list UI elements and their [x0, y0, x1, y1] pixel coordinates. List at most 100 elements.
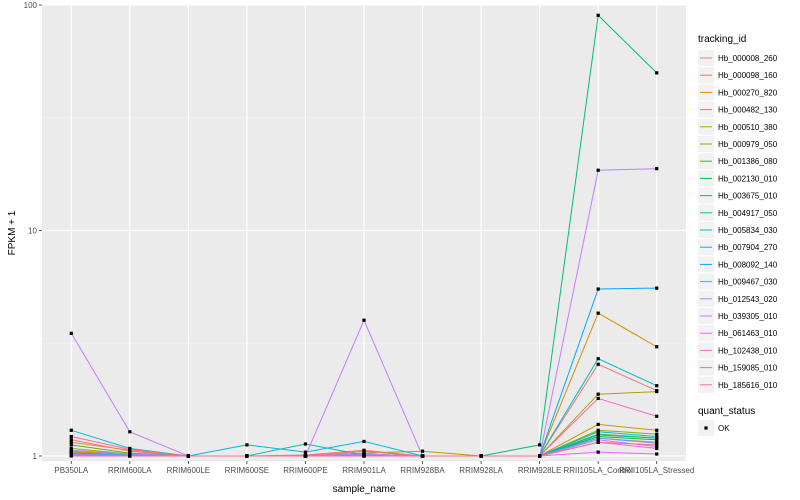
- legend-label: Hb_003675_010: [718, 192, 778, 201]
- legend-label: Hb_000098_160: [718, 71, 778, 80]
- data-point: [596, 433, 600, 437]
- data-point: [420, 454, 425, 458]
- data-point: [655, 445, 659, 449]
- data-point: [655, 438, 659, 442]
- x-axis: PB350LA RRIM600LA RRIM600LE RRIM600SE RRIM60…: [54, 461, 694, 475]
- data-point: [69, 454, 73, 458]
- data-point: [596, 438, 600, 442]
- x-tick-label: RRIM600SE: [225, 466, 269, 475]
- data-point: [596, 430, 600, 434]
- legend-label: Hb_000979_050: [718, 140, 778, 149]
- x-tick-label: RRIM600LA: [108, 466, 152, 475]
- data-point: [128, 447, 132, 451]
- legend-label: Hb_001386_080: [718, 157, 778, 166]
- y-tick-label: 100: [24, 1, 38, 10]
- legend-items: Hb_000008_260 Hb_000098_160 Hb_000270_820 H…: [698, 50, 778, 393]
- data-point: [186, 454, 190, 458]
- data-point: [245, 443, 249, 447]
- legend-label: Hb_005834_030: [718, 226, 778, 235]
- data-point: [303, 442, 308, 446]
- x-tick-label: RRIM600LE: [167, 466, 211, 475]
- data-point: [655, 384, 659, 388]
- x-tick-label: PB350LA: [54, 466, 88, 475]
- data-point: [128, 452, 132, 456]
- y-axis-title: FPKM + 1: [7, 210, 18, 255]
- data-point: [596, 168, 600, 172]
- x-tick-label: RRIM928LA: [459, 466, 503, 475]
- data-point: [655, 167, 659, 171]
- shape-legend-title: quant_status: [698, 406, 755, 417]
- data-point: [596, 392, 600, 396]
- x-axis-title: sample_name: [333, 484, 396, 495]
- data-point: [362, 439, 366, 444]
- x-tick-label: RRII105LA_Control: [563, 466, 633, 475]
- x-tick-label: RRIM928LE: [518, 466, 562, 475]
- legend: tracking_id Hb_000008_260Hb_000098_160Hb…: [698, 34, 778, 436]
- data-point: [655, 428, 659, 432]
- shape-legend-items: OK: [698, 420, 730, 436]
- data-point: [596, 422, 600, 427]
- y-axis: 1 10 100: [24, 1, 42, 461]
- data-point: [303, 450, 308, 454]
- data-point: [245, 454, 249, 458]
- data-point: [596, 362, 600, 366]
- data-point: [69, 434, 73, 439]
- data-point: [538, 443, 542, 447]
- data-point: [655, 345, 659, 349]
- data-point: [69, 443, 73, 447]
- series-points: [69, 13, 659, 458]
- data-point: [538, 454, 542, 458]
- data-point: [596, 450, 600, 454]
- x-tick-label: RRIM928BA: [400, 466, 445, 475]
- legend-label: Hb_039305_010: [718, 312, 778, 321]
- legend-label: Hb_000008_260: [718, 54, 778, 63]
- legend-label: Hb_004917_050: [718, 209, 778, 218]
- data-point: [128, 454, 132, 458]
- data-point: [596, 287, 600, 291]
- data-point: [69, 438, 73, 442]
- legend-label: Hb_002130_010: [718, 174, 778, 183]
- legend-label: Hb_000482_130: [718, 106, 778, 115]
- data-point: [596, 396, 600, 401]
- data-point: [69, 428, 73, 432]
- data-point: [655, 446, 659, 451]
- data-point: [69, 448, 73, 452]
- data-point: [362, 449, 366, 453]
- data-point: [655, 443, 659, 447]
- legend-label: Hb_000510_380: [718, 123, 778, 132]
- data-point: [69, 331, 73, 335]
- data-point: [655, 389, 659, 394]
- data-point: [655, 441, 659, 445]
- y-tick-label: 10: [28, 226, 37, 235]
- x-tick-label: RRIM600PE: [283, 466, 327, 475]
- data-point: [420, 449, 425, 453]
- data-point: [596, 311, 600, 315]
- shape-legend-key: [704, 426, 708, 430]
- legend-label: Hb_102438_010: [718, 346, 778, 355]
- data-point: [655, 436, 659, 440]
- legend-label: Hb_012543_020: [718, 295, 778, 304]
- data-point: [655, 452, 659, 456]
- y-tick-label: 1: [33, 452, 38, 461]
- data-point: [596, 436, 600, 440]
- shape-legend-label: OK: [718, 424, 730, 433]
- data-point: [655, 414, 659, 418]
- legend-label: Hb_008092_140: [718, 260, 778, 269]
- legend-title: tracking_id: [698, 34, 746, 45]
- legend-label: Hb_000270_820: [718, 88, 778, 97]
- data-point: [69, 440, 73, 444]
- data-point: [128, 430, 132, 434]
- data-point: [303, 454, 308, 458]
- data-point: [655, 432, 659, 436]
- data-point: [655, 71, 659, 75]
- legend-label: Hb_009467_030: [718, 278, 778, 287]
- data-point: [596, 13, 600, 17]
- x-tick-label: RRIM901LA: [342, 466, 386, 475]
- data-point: [479, 454, 483, 458]
- x-tick-label: RRII105LA_Stressed: [619, 466, 694, 475]
- legend-label: Hb_061463_010: [718, 329, 778, 338]
- legend-label: Hb_185616_010: [718, 381, 778, 390]
- legend-label: Hb_007904_270: [718, 243, 778, 252]
- data-point: [596, 440, 600, 444]
- data-point: [69, 446, 73, 451]
